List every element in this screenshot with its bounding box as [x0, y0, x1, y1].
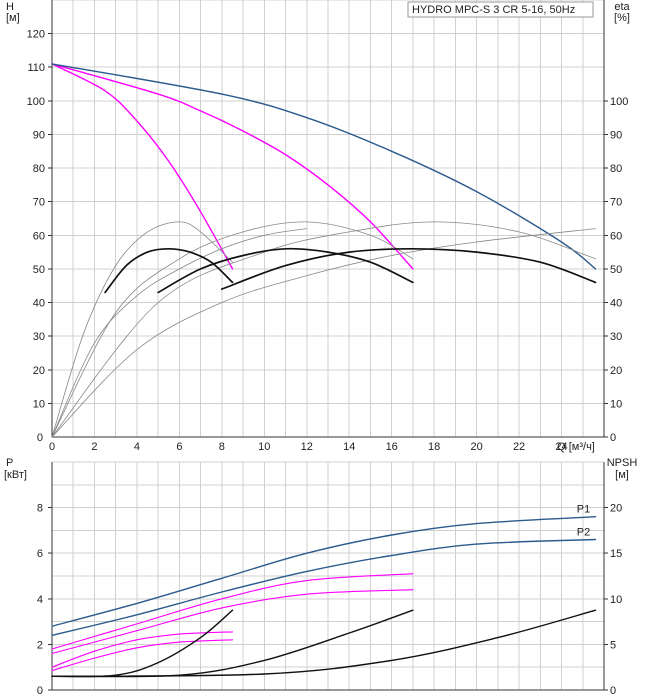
x-tick-label: 4	[134, 441, 140, 453]
series-line-head-0	[51, 63, 234, 270]
series-line-efficiency-4	[51, 221, 414, 438]
y2-tick-label: 40	[610, 298, 622, 310]
y-tick-label: 110	[27, 62, 45, 74]
y-axis-title: P	[6, 457, 13, 469]
y2-axis-title: NPSH	[607, 457, 638, 469]
x-tick-label: 2	[91, 441, 97, 453]
series-line-efficiency-bold-9	[157, 247, 414, 294]
y2-tick-label: 10	[610, 594, 622, 606]
series-line-efficiency-6	[51, 228, 308, 438]
y-axis-unit: [м]	[6, 12, 20, 24]
y-tick-label: 6	[37, 548, 43, 560]
y2-tick-label: 60	[610, 230, 622, 242]
y2-tick-label: 50	[610, 264, 622, 276]
series-line-power-0	[51, 516, 597, 627]
y2-tick-label: 80	[610, 163, 622, 175]
series-line-power-2	[51, 573, 414, 650]
y2-axis-title: eta	[614, 1, 630, 13]
series-line-power-4	[51, 631, 234, 668]
y-tick-label: 40	[33, 298, 45, 310]
series-line-efficiency-bold-10	[220, 247, 597, 290]
y-tick-label: 70	[33, 197, 45, 209]
x-axis-title: Q [м³/ч]	[557, 441, 595, 453]
y2-tick-label: 20	[610, 365, 622, 377]
x-tick-label: 18	[428, 441, 440, 453]
y2-tick-label: 15	[610, 548, 622, 560]
y2-tick-label: 30	[610, 331, 622, 343]
series-line-power-1	[51, 538, 597, 636]
y2-tick-label: 0	[610, 685, 616, 697]
series-line-npsh-6	[51, 609, 234, 678]
y-tick-label: 10	[33, 398, 45, 410]
series-line-efficiency-5	[51, 221, 596, 438]
series-line-head-1	[51, 63, 414, 270]
y-axis-unit: [кВт]	[4, 469, 27, 481]
y-tick-label: 4	[37, 594, 43, 606]
y-tick-label: 0	[37, 685, 43, 697]
y2-axis-unit: [%]	[614, 12, 630, 24]
series-line-efficiency-7	[51, 228, 596, 438]
y2-tick-label: 5	[610, 639, 616, 651]
y-tick-label: 0	[37, 432, 43, 444]
y2-tick-label: 20	[610, 503, 622, 515]
y-tick-label: 30	[33, 331, 45, 343]
title-box	[407, 1, 594, 18]
y2-axis-unit: [м]	[615, 469, 629, 481]
series-line-efficiency-3	[51, 221, 233, 438]
series-line-npsh-8	[51, 609, 597, 677]
x-tick-label: 12	[301, 441, 313, 453]
y-tick-label: 8	[37, 503, 43, 515]
series-line-efficiency-bold-8	[104, 247, 234, 294]
y-tick-label: 100	[27, 96, 45, 108]
y-tick-label: 80	[33, 163, 45, 175]
y2-tick-label: 100	[610, 96, 628, 108]
y-tick-label: 20	[33, 365, 45, 377]
y2-tick-label: 0	[610, 432, 616, 444]
x-tick-label: 22	[513, 441, 525, 453]
y2-tick-label: 10	[610, 398, 622, 410]
series-line-power-3	[51, 589, 414, 655]
x-tick-label: 10	[258, 441, 270, 453]
x-tick-label: 20	[470, 441, 482, 453]
x-tick-label: 16	[386, 441, 398, 453]
y-tick-label: 50	[33, 264, 45, 276]
y-axis-title: H	[6, 1, 14, 13]
x-tick-label: 14	[343, 441, 355, 453]
series-line-head-2	[51, 63, 597, 270]
y-tick-label: 90	[33, 129, 45, 141]
y-tick-label: 120	[27, 29, 45, 41]
x-tick-label: 6	[176, 441, 182, 453]
y2-tick-label: 70	[610, 197, 622, 209]
series-label-p2: P2	[577, 527, 590, 539]
chart-title: HYDRO MPC-S 3 CR 5-16, 50Hz	[412, 4, 575, 16]
y2-tick-label: 90	[610, 129, 622, 141]
x-tick-label: 24	[555, 441, 567, 453]
series-line-npsh-7	[51, 609, 414, 678]
y-tick-label: 2	[37, 639, 43, 651]
y-tick-label: 60	[33, 230, 45, 242]
series-label-p1: P1	[577, 504, 590, 516]
x-tick-label: 0	[49, 441, 55, 453]
x-tick-label: 8	[219, 441, 225, 453]
